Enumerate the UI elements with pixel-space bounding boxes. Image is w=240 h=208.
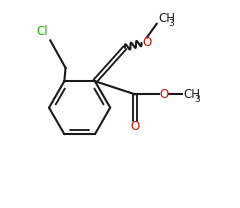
Text: Cl: Cl [36, 25, 48, 38]
Text: CH: CH [158, 12, 175, 25]
Text: 3: 3 [194, 95, 200, 104]
Text: CH: CH [184, 88, 201, 101]
Text: O: O [159, 88, 169, 101]
Text: O: O [142, 36, 151, 49]
Text: O: O [130, 120, 139, 132]
Text: 3: 3 [168, 19, 174, 28]
